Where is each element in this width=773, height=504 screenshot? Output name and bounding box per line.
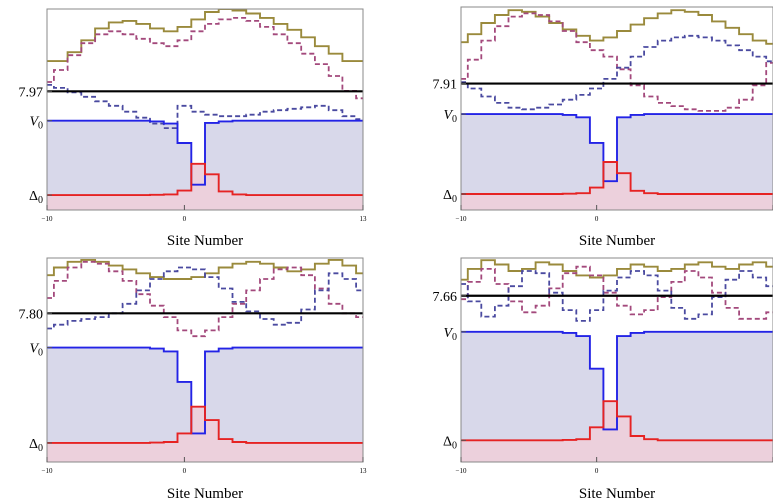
series-fill-4 [461, 401, 773, 462]
series-line-3 [47, 119, 363, 186]
series-line-0 [461, 9, 773, 45]
chart-panel-4: −10 0 7.66 V0 Δ0 Site Number [433, 257, 773, 502]
series-line-4 [461, 161, 773, 195]
plot-area [47, 9, 363, 210]
plot-frame [460, 257, 773, 463]
y-level-label: V0 [443, 326, 457, 343]
x-tick-label: 0 [595, 215, 599, 223]
x-axis-label: Site Number [167, 486, 243, 502]
series-line-0 [461, 259, 773, 281]
series-line-2 [461, 270, 773, 322]
y-level-label: 7.66 [433, 290, 458, 305]
x-tick-label: 0 [183, 467, 187, 475]
plot-area [47, 258, 363, 462]
chart-panel-2: −10 0 7.91 V0 Δ0 Site Number [433, 6, 773, 249]
y-level-label: Δ0 [443, 188, 457, 205]
x-tick-label: 13 [360, 467, 368, 475]
plot-frame [460, 6, 773, 211]
x-tick-label: −10 [42, 467, 53, 475]
series-fill-4 [47, 163, 363, 210]
plot-area [461, 259, 773, 462]
y-level-label: Δ0 [443, 434, 457, 451]
series-line-1 [461, 12, 773, 112]
y-level-label: 7.91 [433, 78, 458, 93]
y-level-label: Δ0 [29, 437, 43, 454]
plot-frame [46, 257, 364, 463]
chart-panel-3: −10 0 13 7.80 V0 Δ0 Site Number [19, 257, 368, 502]
series-line-4 [461, 400, 773, 442]
series-line-3 [461, 113, 773, 183]
x-axis-label: Site Number [167, 233, 243, 249]
series-fill-4 [461, 162, 773, 210]
series-line-1 [47, 17, 363, 100]
series-line-4 [47, 405, 363, 444]
series-line-2 [461, 34, 773, 111]
series-line-0 [47, 9, 363, 63]
y-level-label: V0 [29, 342, 43, 359]
series-line-3 [47, 346, 363, 435]
x-tick-label: 0 [183, 215, 187, 223]
y-level-label: Δ0 [29, 189, 43, 206]
plot-frame [46, 8, 364, 211]
x-tick-label: 0 [595, 467, 599, 475]
series-line-4 [47, 162, 363, 197]
plot-area [461, 9, 773, 210]
series-line-2 [47, 84, 363, 129]
y-level-label: V0 [443, 108, 457, 125]
series-line-1 [47, 260, 363, 338]
series-line-2 [47, 266, 363, 330]
x-axis-label: Site Number [579, 233, 655, 249]
x-tick-label: −10 [42, 215, 53, 223]
chart-panel-1: −10 0 13 7.97 V0 Δ0 Site Number [19, 8, 368, 249]
x-axis-label: Site Number [579, 486, 655, 502]
x-tick-label: −10 [456, 467, 467, 475]
x-tick-label: −10 [456, 215, 467, 223]
y-level-label: V0 [29, 115, 43, 132]
y-level-label: 7.97 [19, 85, 44, 100]
series-line-3 [461, 330, 773, 431]
y-level-label: 7.80 [19, 307, 44, 322]
x-tick-label: 13 [360, 215, 368, 223]
